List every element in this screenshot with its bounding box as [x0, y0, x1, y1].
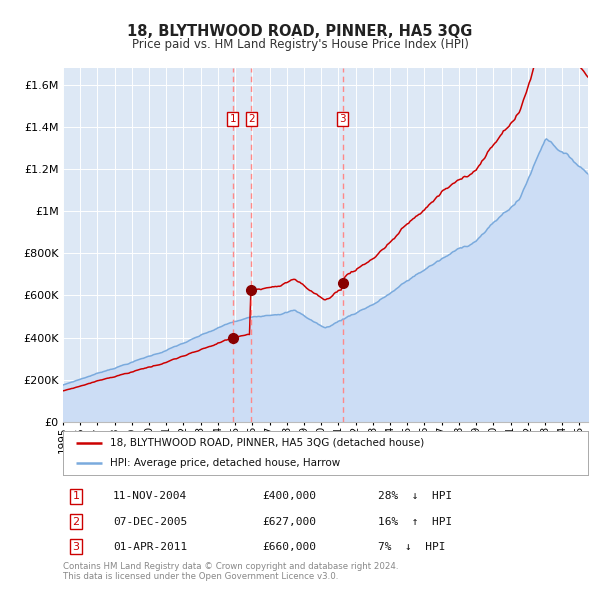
- Text: 28%  ↓  HPI: 28% ↓ HPI: [378, 491, 452, 501]
- Text: Contains HM Land Registry data © Crown copyright and database right 2024.
This d: Contains HM Land Registry data © Crown c…: [63, 562, 398, 581]
- Text: 1: 1: [230, 114, 236, 124]
- Text: 18, BLYTHWOOD ROAD, PINNER, HA5 3QG (detached house): 18, BLYTHWOOD ROAD, PINNER, HA5 3QG (det…: [110, 438, 425, 448]
- Text: 16%  ↑  HPI: 16% ↑ HPI: [378, 516, 452, 526]
- Text: 3: 3: [340, 114, 346, 124]
- Text: 7%  ↓  HPI: 7% ↓ HPI: [378, 542, 445, 552]
- Text: 18, BLYTHWOOD ROAD, PINNER, HA5 3QG: 18, BLYTHWOOD ROAD, PINNER, HA5 3QG: [127, 24, 473, 38]
- Text: Price paid vs. HM Land Registry's House Price Index (HPI): Price paid vs. HM Land Registry's House …: [131, 38, 469, 51]
- Text: £660,000: £660,000: [263, 542, 317, 552]
- Text: 11-NOV-2004: 11-NOV-2004: [113, 491, 187, 501]
- Text: 07-DEC-2005: 07-DEC-2005: [113, 516, 187, 526]
- Text: HPI: Average price, detached house, Harrow: HPI: Average price, detached house, Harr…: [110, 458, 341, 468]
- Text: £400,000: £400,000: [263, 491, 317, 501]
- Text: £627,000: £627,000: [263, 516, 317, 526]
- Text: 01-APR-2011: 01-APR-2011: [113, 542, 187, 552]
- Text: 3: 3: [73, 542, 80, 552]
- Text: 2: 2: [73, 516, 80, 526]
- Text: 2: 2: [248, 114, 254, 124]
- Text: 1: 1: [73, 491, 80, 501]
